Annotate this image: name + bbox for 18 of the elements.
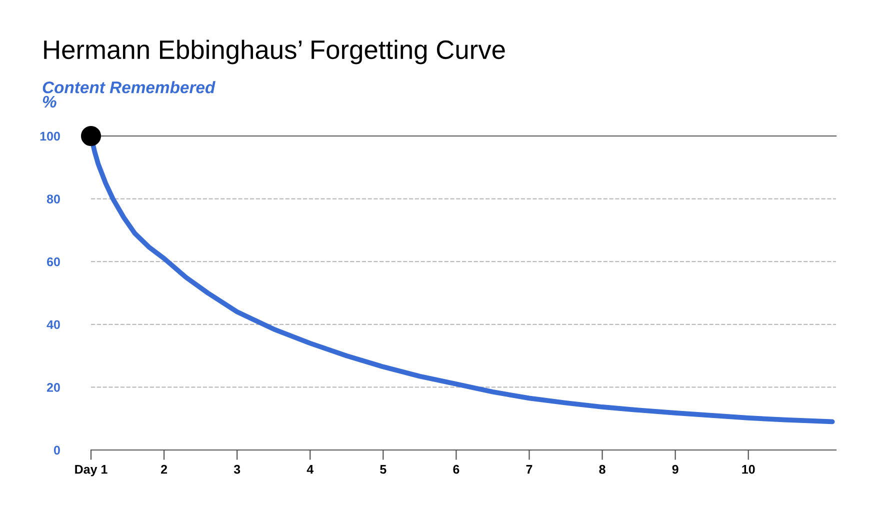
x-tick-label: 7 <box>526 465 532 474</box>
chart-title: Hermann Ebbinghaus’ Forgetting Curve <box>44 40 505 64</box>
x-tick-label: 2 <box>160 464 168 474</box>
y-tick-label: 40 <box>46 320 60 330</box>
x-tick-label: 4 <box>306 465 314 474</box>
x-tick-label: 9 <box>672 464 678 474</box>
y-tick-label: 80 <box>46 194 60 204</box>
y-tick-label: 0 <box>54 446 60 455</box>
x-tick-label: 10 <box>742 464 755 474</box>
y-tick-label: 100 <box>40 132 60 141</box>
x-tick-label: 8 <box>599 464 606 474</box>
y-axis-title: Content Remembered % <box>42 81 216 108</box>
y-tick-label: 20 <box>46 383 60 392</box>
x-tick-label: 6 <box>453 464 460 474</box>
x-tick-label: Day 1 <box>75 465 108 476</box>
x-tick-label: 3 <box>234 464 240 474</box>
x-tick-label: 5 <box>380 465 386 474</box>
y-tick-label: 60 <box>47 257 60 266</box>
